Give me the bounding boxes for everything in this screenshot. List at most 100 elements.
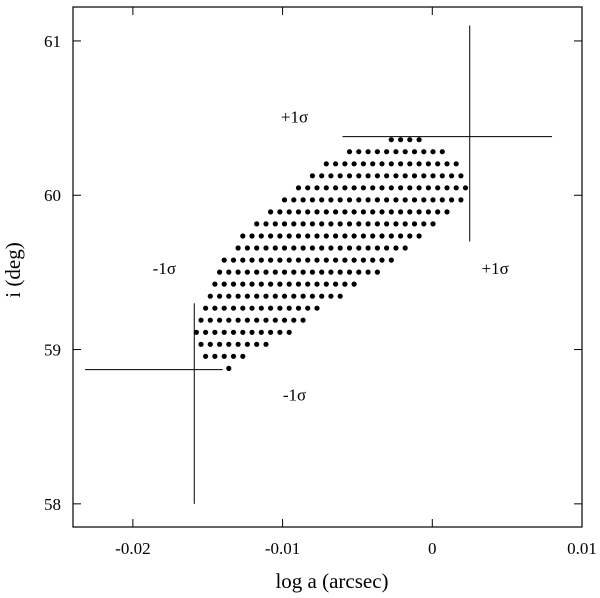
scatter-point xyxy=(328,269,334,275)
scatter-point xyxy=(272,293,278,299)
scatter-point xyxy=(351,185,357,191)
y-axis: 58 59 60 61 xyxy=(44,32,582,514)
scatter-point xyxy=(281,317,288,323)
scatter-point xyxy=(337,221,343,227)
scatter-point xyxy=(221,353,227,359)
scatter-point xyxy=(333,209,339,215)
scatter-point xyxy=(323,257,329,263)
scatter-point xyxy=(226,269,232,275)
scatter-point xyxy=(407,137,413,143)
scatter-point xyxy=(365,245,371,251)
scatter-point xyxy=(425,161,431,167)
scatter-point xyxy=(319,197,325,203)
scatter-point xyxy=(295,257,302,263)
scatter-point xyxy=(263,341,269,347)
scatter-point xyxy=(384,221,390,227)
scatter-point xyxy=(268,257,274,263)
scatter-point xyxy=(203,353,209,359)
scatter-point xyxy=(398,185,404,191)
scatter-point xyxy=(272,269,278,275)
scatter-point xyxy=(402,197,408,203)
scatter-point xyxy=(235,317,241,323)
scatter-point xyxy=(295,185,302,191)
scatter-point xyxy=(309,197,315,203)
scatter-point xyxy=(370,233,376,239)
scatter-point xyxy=(337,197,343,203)
scatter-point xyxy=(356,269,362,275)
scatter-point xyxy=(342,161,348,167)
scatter-point xyxy=(319,269,325,275)
scatter-point xyxy=(230,329,237,335)
scatter-point xyxy=(444,185,450,191)
scatter-point xyxy=(323,185,329,191)
scatter-point xyxy=(374,149,380,155)
scatter-point xyxy=(300,245,306,251)
scatter-point xyxy=(249,257,255,263)
scatter-point xyxy=(254,269,260,275)
scatter-point xyxy=(305,185,311,191)
scatter-point xyxy=(356,197,362,203)
scatter-point xyxy=(235,269,241,275)
scatter-point xyxy=(365,269,371,275)
scatter-point xyxy=(430,173,436,179)
scatter-point xyxy=(328,173,334,179)
scatter-point xyxy=(281,221,288,227)
scatter-point xyxy=(291,269,297,275)
scatter-point xyxy=(291,293,297,299)
scatter-point xyxy=(421,149,427,155)
scatter-point xyxy=(430,149,436,155)
scatter-point xyxy=(370,161,376,167)
scatter-point xyxy=(439,197,445,203)
scatter-point xyxy=(277,305,283,311)
scatter-point xyxy=(360,209,366,215)
scatter-point xyxy=(323,281,329,287)
scatter-point xyxy=(388,137,394,143)
scatter-point xyxy=(291,221,297,227)
x-tick-label: -0.01 xyxy=(265,539,300,558)
scatter-point xyxy=(207,293,213,299)
scatter-point xyxy=(319,245,325,251)
scatter-point xyxy=(435,161,441,167)
scatter-point xyxy=(453,185,459,191)
scatter-point xyxy=(235,341,241,347)
scatter-point xyxy=(249,305,255,311)
scatter-point xyxy=(416,185,422,191)
scatter-point xyxy=(217,317,223,323)
scatter-point xyxy=(407,185,413,191)
scatter-point xyxy=(439,149,445,155)
scatter-point xyxy=(365,149,371,155)
scatter-point xyxy=(254,245,260,251)
scatter-point xyxy=(277,281,283,287)
scatter-point xyxy=(240,257,246,263)
scatter-point xyxy=(323,233,329,239)
scatter-point xyxy=(286,329,292,335)
scatter-point xyxy=(328,221,334,227)
scatter-point xyxy=(323,209,329,215)
scatter-point xyxy=(449,197,455,203)
scatter-point xyxy=(379,257,385,263)
scatter-point xyxy=(398,209,404,215)
scatter-point xyxy=(254,317,260,323)
scatter-point xyxy=(268,329,274,335)
scatter-point xyxy=(314,209,320,215)
scatter-point xyxy=(449,173,455,179)
scatter-point xyxy=(217,269,223,275)
scatter-point xyxy=(346,173,353,179)
y-tick-label: 58 xyxy=(44,495,61,514)
scatter-point xyxy=(435,209,441,215)
scatter-point xyxy=(360,257,366,263)
scatter-point xyxy=(388,161,394,167)
scatter-point xyxy=(244,293,250,299)
scatter-point xyxy=(416,209,422,215)
scatter-point xyxy=(416,137,422,143)
scatter-point xyxy=(346,245,353,251)
y-tick-label: 59 xyxy=(44,341,61,360)
scatter-point xyxy=(384,149,390,155)
scatter-point xyxy=(323,161,329,167)
scatter-point xyxy=(346,221,353,227)
scatter-point xyxy=(444,209,450,215)
scatter-point xyxy=(268,305,274,311)
scatter-point xyxy=(281,293,288,299)
scatter-point xyxy=(244,269,250,275)
scatter-point xyxy=(351,233,357,239)
